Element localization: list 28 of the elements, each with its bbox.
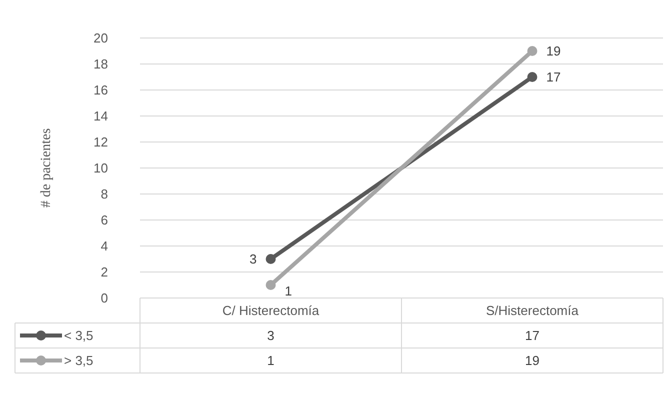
y-tick-label: 12 <box>94 134 108 150</box>
annotation: 3 <box>250 252 257 267</box>
point <box>527 72 538 82</box>
y-tick-label: 20 <box>94 30 108 46</box>
y-axis-title: # de pacientes <box>39 128 54 208</box>
annotation: 19 <box>546 44 561 59</box>
annotation: 1 <box>284 284 292 299</box>
data-label: 1 <box>267 353 274 368</box>
y-tick-label: 2 <box>100 264 108 280</box>
data-label: 17 <box>525 328 540 344</box>
y-tick-label: 0 <box>100 290 108 306</box>
legend-label: < 3,5 <box>64 328 94 344</box>
point <box>266 254 276 264</box>
point <box>527 46 538 56</box>
x-tick-label: S/Histerectomía <box>486 303 580 318</box>
y-tick-label: 4 <box>100 238 108 254</box>
point <box>266 280 276 290</box>
y-tick-label: 18 <box>94 56 108 72</box>
y-tick-label: 8 <box>100 186 108 202</box>
y-tick-label: 6 <box>100 212 108 228</box>
x-tick-label: C/ Histerectomía <box>222 303 320 318</box>
y-tick-label: 10 <box>94 160 108 176</box>
y-tick-label: 16 <box>94 82 108 98</box>
y-tick-label: 14 <box>94 108 108 124</box>
annotation: 17 <box>546 70 561 85</box>
data-label: 3 <box>267 328 274 344</box>
legend-label: > 3,5 <box>64 353 94 368</box>
data-label: 19 <box>525 353 540 368</box>
